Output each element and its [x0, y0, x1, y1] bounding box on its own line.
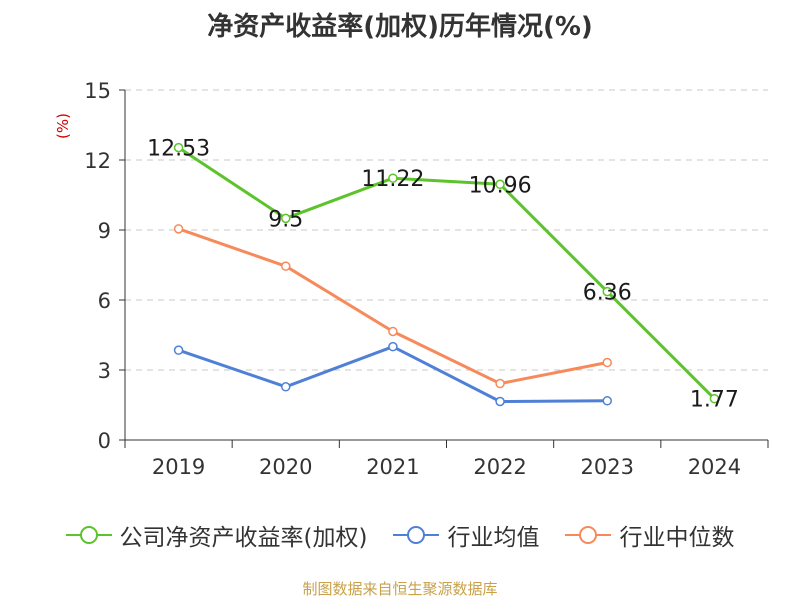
data-point [281, 213, 291, 224]
data-point [281, 261, 291, 271]
legend-swatch [565, 526, 612, 544]
chart-title: 净资产收益率(加权)历年情况(%) [207, 12, 593, 42]
y-axis-label: (%) [54, 113, 72, 139]
data-point [173, 224, 184, 234]
data-label: 11.22 [361, 167, 424, 192]
legend-label: 行业中位数 [619, 525, 735, 551]
data-label: 10.96 [469, 173, 532, 198]
data-point [602, 396, 612, 406]
legend-swatch-marker [579, 526, 598, 544]
data-point [709, 393, 720, 404]
data-point [388, 173, 398, 183]
legend-swatch [65, 526, 112, 544]
data-point [602, 286, 612, 297]
x-tick-label: 2023 [581, 455, 634, 479]
data-point [388, 341, 398, 352]
data-label: 9.5 [268, 207, 303, 232]
series-line [178, 227, 608, 386]
x-tick-label: 2021 [366, 455, 419, 479]
data-point [602, 357, 612, 368]
legend: 公司净资产收益率(加权) 行业均值 行业中位数 [0, 518, 800, 552]
legend-label: 公司净资产收益率(加权) [119, 525, 368, 551]
y-tick-label: 6 [98, 289, 111, 313]
data-label: 6.36 [583, 281, 632, 306]
x-tick-label: 2024 [688, 455, 741, 479]
x-tick-label: 2022 [473, 455, 526, 479]
data-point [173, 345, 184, 355]
legend-swatch-marker [79, 526, 98, 544]
data-label: 1.77 [690, 388, 739, 413]
legend-item[interactable]: 行业中位数 [565, 518, 734, 552]
x-tick-label: 2019 [152, 455, 205, 479]
y-tick-label: 12 [84, 149, 111, 173]
series-line [177, 146, 716, 400]
legend-item[interactable]: 公司净资产收益率(加权) [65, 518, 368, 552]
data-label: 12.53 [147, 137, 210, 162]
y-tick-label: 3 [98, 359, 111, 383]
legend-item[interactable]: 行业均值 [393, 518, 539, 552]
y-tick-label: 0 [98, 429, 111, 453]
data-point [281, 382, 291, 392]
data-point [173, 142, 184, 153]
y-tick-label: 15 [84, 79, 111, 103]
legend-swatch [393, 526, 440, 544]
x-tick-label: 2020 [259, 455, 312, 479]
data-point [388, 326, 398, 337]
y-tick-label: 9 [98, 219, 111, 243]
data-point [495, 179, 505, 190]
source-note: 制图数据来自恒生聚源数据库 [302, 580, 498, 598]
data-point [495, 378, 505, 389]
data-point [495, 396, 505, 407]
legend-swatch-marker [407, 526, 426, 544]
legend-label: 行业均值 [447, 525, 540, 551]
